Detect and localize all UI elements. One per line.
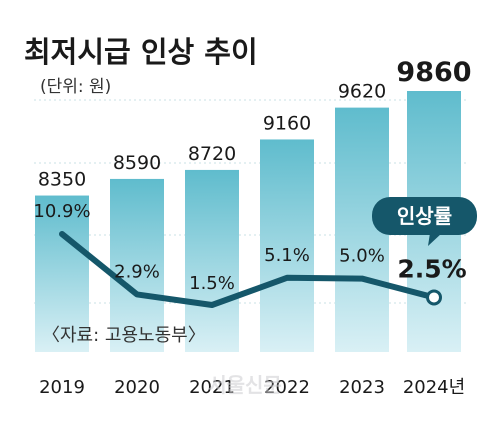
- rate-label: 2.9%: [114, 261, 160, 282]
- x-axis-label: 2019: [39, 377, 85, 398]
- x-axis-labels: 2019 2020 2021 2022 2023 2024년: [39, 377, 465, 398]
- bars: [35, 91, 461, 352]
- x-axis-label: 2024년: [403, 377, 465, 398]
- rate-end-marker: [426, 289, 442, 306]
- chart-unit: (단위: 원): [40, 77, 111, 97]
- rate-label: 1.5%: [189, 273, 235, 294]
- bar-value-label: 8720: [188, 143, 236, 165]
- rate-callout-box: [372, 197, 477, 235]
- bar: [110, 178, 164, 352]
- bar-value-label: 8590: [113, 152, 161, 174]
- x-axis-label: 2021: [189, 377, 235, 398]
- rate-callout: 인상률: [372, 197, 477, 246]
- rate-callout-pointer: [428, 233, 442, 246]
- watermark: 서울신문: [208, 373, 282, 397]
- rate-labels: 10.9% 2.9% 1.5% 5.1% 5.0% 2.5%: [33, 201, 466, 294]
- rate-label: 2.5%: [397, 254, 466, 283]
- bar-value-label: 8350: [38, 169, 86, 191]
- rate-line: [59, 231, 442, 308]
- bar-value-labels: 8350 8590 8720 9160 9620 9860: [38, 57, 472, 191]
- gridlines: [34, 99, 466, 304]
- bar-value-label: 9860: [396, 57, 471, 88]
- bar-value-label: 9160: [263, 112, 311, 134]
- rate-label: 10.9%: [33, 201, 90, 222]
- chart-title: 최저시급 인상 추이: [24, 35, 258, 69]
- rate-label: 5.1%: [264, 245, 310, 266]
- rate-callout-label: 인상률: [397, 204, 452, 228]
- x-axis-label: 2022: [264, 377, 310, 398]
- rate-label: 5.0%: [339, 246, 385, 267]
- bar-value-label: 9620: [338, 81, 386, 103]
- source-note: 〈자료: 고용노동부〉: [42, 325, 206, 346]
- bar: [35, 195, 89, 352]
- x-axis-label: 2020: [114, 377, 160, 398]
- bar: [185, 169, 239, 352]
- rate-line-path: [59, 231, 437, 308]
- x-axis-label: 2023: [339, 377, 385, 398]
- bar: [260, 139, 314, 352]
